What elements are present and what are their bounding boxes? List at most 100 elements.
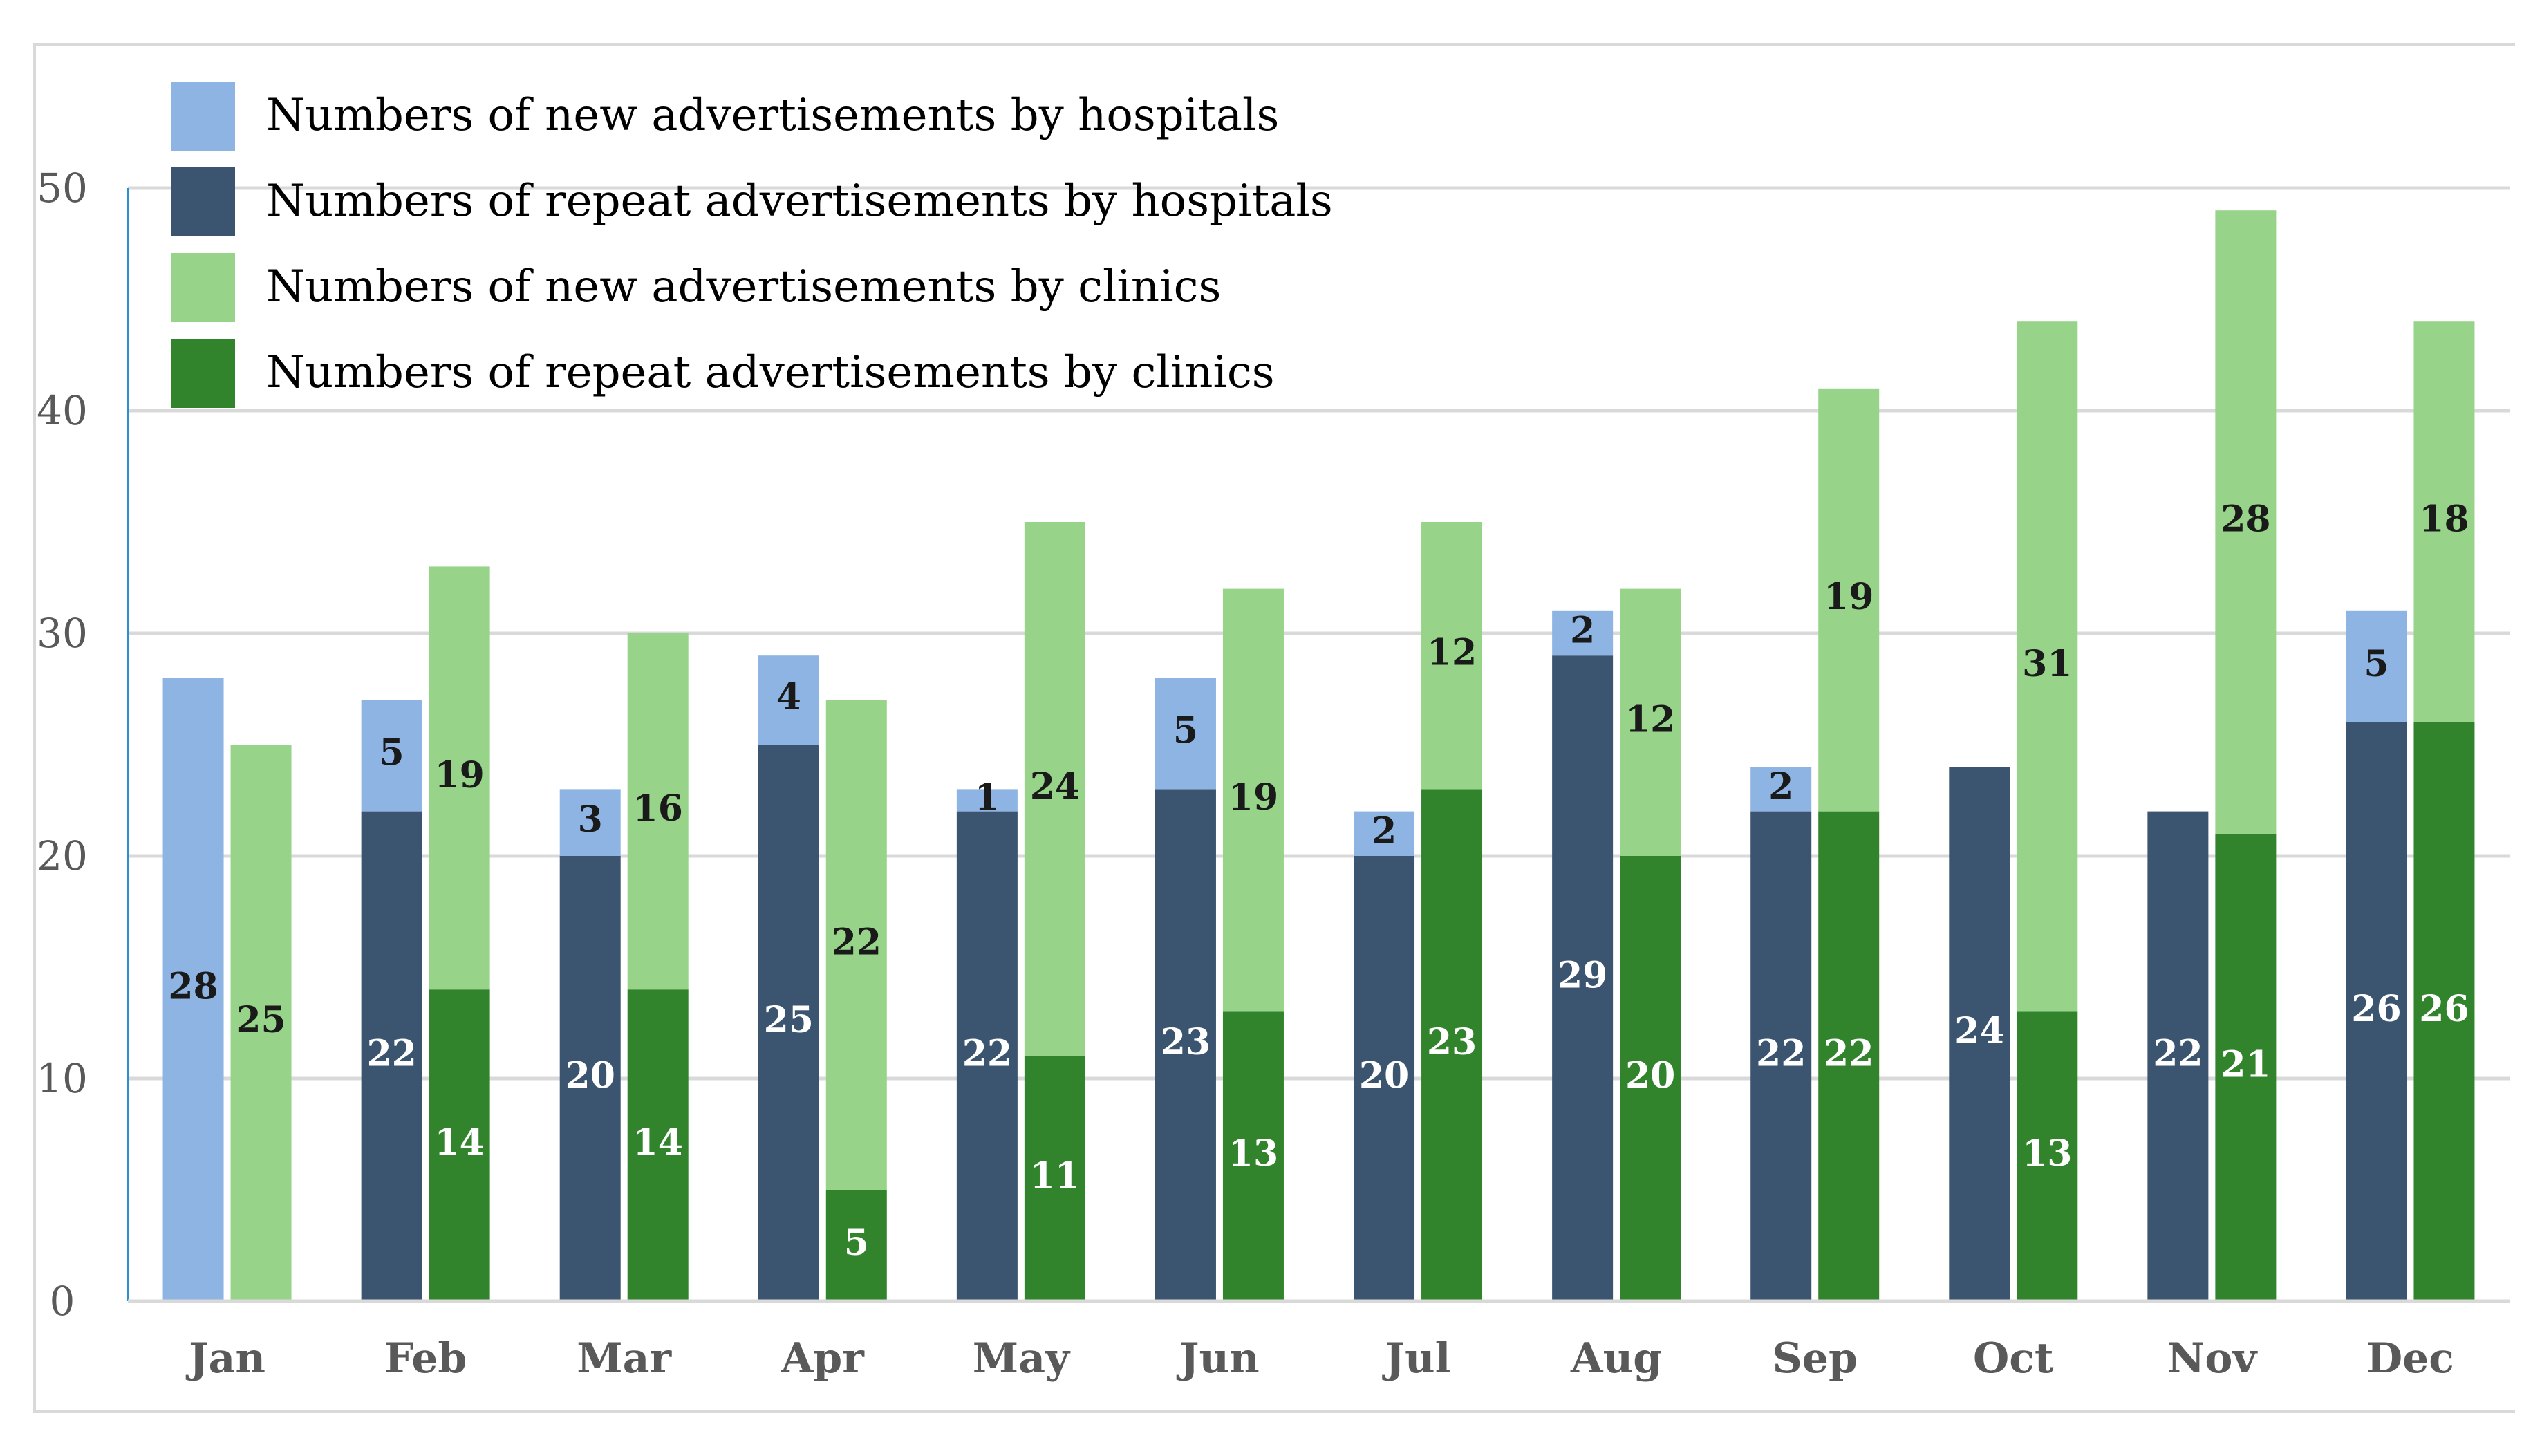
data-label: 28: [168, 966, 218, 1008]
data-label: 25: [764, 999, 814, 1041]
axes: 0 10 20 30 40 50 Jan Feb Mar Apr May Jun Jul Aug Sep Oc…: [37, 165, 2510, 1383]
y-tick-label: 10: [37, 1055, 88, 1102]
bar-mar-hospitals: [559, 856, 621, 1301]
bar-aug-clinics: [1620, 588, 1681, 856]
legend-label: Numbers of repeat advertisements by clin…: [266, 347, 1275, 398]
y-tick-label: 50: [37, 165, 88, 212]
data-label: 26: [2419, 988, 2469, 1030]
legend-swatch: [171, 82, 235, 151]
bar-feb-clinics: [429, 989, 490, 1301]
data-label: 22: [366, 1032, 416, 1074]
bar-jun-hospitals: [1155, 678, 1216, 790]
data-label: 13: [1228, 1132, 1278, 1175]
legend-swatch: [171, 167, 235, 236]
bar-may-hospitals: [956, 811, 1018, 1301]
data-label: 16: [633, 787, 683, 830]
bar-dec-hospitals: [2346, 610, 2407, 722]
legend-swatch: [171, 339, 235, 408]
bars: [162, 210, 2475, 1301]
bar-oct-clinics: [2017, 1011, 2078, 1301]
data-label: 2: [1768, 765, 1793, 808]
bar-nov-hospitals: [2147, 811, 2209, 1301]
data-label: 5: [1173, 709, 1198, 752]
data-label: 4: [776, 676, 801, 718]
bar-jun-clinics: [1222, 588, 1284, 1012]
data-label: 14: [434, 1121, 484, 1164]
legend: Numbers of new advertisements by hospita…: [171, 82, 1333, 408]
x-tick-label: Sep: [1772, 1334, 1857, 1383]
bar-jan-clinics: [230, 745, 292, 1301]
y-tick-label: 20: [37, 832, 88, 879]
data-label: 3: [578, 799, 603, 841]
bar-aug-hospitals: [1552, 655, 1614, 1301]
bar-jun-clinics: [1222, 1011, 1284, 1301]
data-label: 2: [1372, 810, 1396, 852]
y-tick-label: 30: [37, 610, 88, 657]
bar-sep-hospitals: [1750, 767, 1812, 812]
bar-feb-hospitals: [361, 811, 422, 1301]
data-label: 19: [1824, 576, 1873, 618]
bar-feb-hospitals: [361, 700, 422, 812]
x-tick-label: May: [973, 1334, 1071, 1383]
bar-aug-hospitals: [1552, 610, 1614, 656]
data-label: 2: [1570, 610, 1595, 652]
x-tick-label: Mar: [577, 1334, 672, 1383]
data-label: 12: [1427, 632, 1477, 674]
bar-apr-clinics: [825, 700, 887, 1190]
bar-mar-clinics: [627, 989, 689, 1301]
data-label: 22: [1756, 1032, 1806, 1074]
data-label: 22: [962, 1032, 1012, 1074]
legend-swatch: [171, 253, 235, 322]
bar-nov-clinics: [2215, 210, 2277, 834]
bar-jan-hospitals: [162, 678, 224, 1301]
data-labels: 2825225141920314162545222211124235131920…: [168, 498, 2469, 1264]
bar-sep-clinics: [1818, 811, 1880, 1301]
data-label: 29: [1558, 955, 1607, 997]
data-label: 5: [844, 1222, 869, 1264]
y-tick-label: 40: [37, 387, 88, 434]
data-label: 14: [633, 1121, 683, 1164]
data-label: 11: [1030, 1155, 1080, 1197]
data-label: 1: [975, 776, 1000, 819]
data-label: 20: [1359, 1055, 1409, 1097]
data-label: 20: [566, 1055, 615, 1097]
bar-nov-clinics: [2215, 833, 2277, 1301]
bar-sep-clinics: [1818, 388, 1880, 812]
data-label: 12: [1625, 698, 1675, 740]
data-label: 26: [2351, 988, 2401, 1030]
data-label: 23: [1427, 1021, 1477, 1063]
data-label: 18: [2419, 498, 2469, 541]
bar-may-hospitals: [956, 789, 1018, 812]
data-label: 31: [2022, 643, 2072, 685]
bar-sep-hospitals: [1750, 811, 1812, 1301]
bar-jul-hospitals: [1354, 856, 1415, 1301]
x-tick-label: Jun: [1176, 1334, 1260, 1383]
data-label: 19: [1228, 776, 1278, 819]
data-label: 24: [1030, 765, 1080, 808]
data-label: 21: [2221, 1043, 2270, 1085]
x-tick-label: Aug: [1570, 1334, 1662, 1383]
data-label: 23: [1161, 1021, 1211, 1063]
bar-mar-clinics: [627, 633, 689, 990]
data-label: 28: [2221, 498, 2270, 541]
data-label: 24: [1954, 1010, 2004, 1052]
x-tick-label: Feb: [384, 1334, 467, 1383]
data-label: 19: [434, 754, 484, 796]
bar-may-clinics: [1024, 1056, 1085, 1301]
bar-jun-hospitals: [1155, 789, 1216, 1301]
data-label: 5: [2364, 643, 2389, 685]
bar-mar-hospitals: [559, 789, 621, 856]
x-tick-label: Nov: [2167, 1334, 2259, 1383]
bar-oct-clinics: [2017, 321, 2078, 1012]
data-label: 13: [2022, 1132, 2072, 1175]
data-label: 22: [2153, 1032, 2203, 1074]
data-label: 20: [1625, 1055, 1675, 1097]
data-label: 22: [1824, 1032, 1873, 1074]
bar-oct-hospitals: [1949, 767, 2010, 1301]
x-tick-label: Oct: [1973, 1334, 2054, 1383]
bar-dec-hospitals: [2346, 722, 2407, 1301]
bar-feb-clinics: [429, 566, 490, 990]
bar-may-clinics: [1024, 522, 1085, 1056]
data-label: 5: [380, 732, 404, 774]
